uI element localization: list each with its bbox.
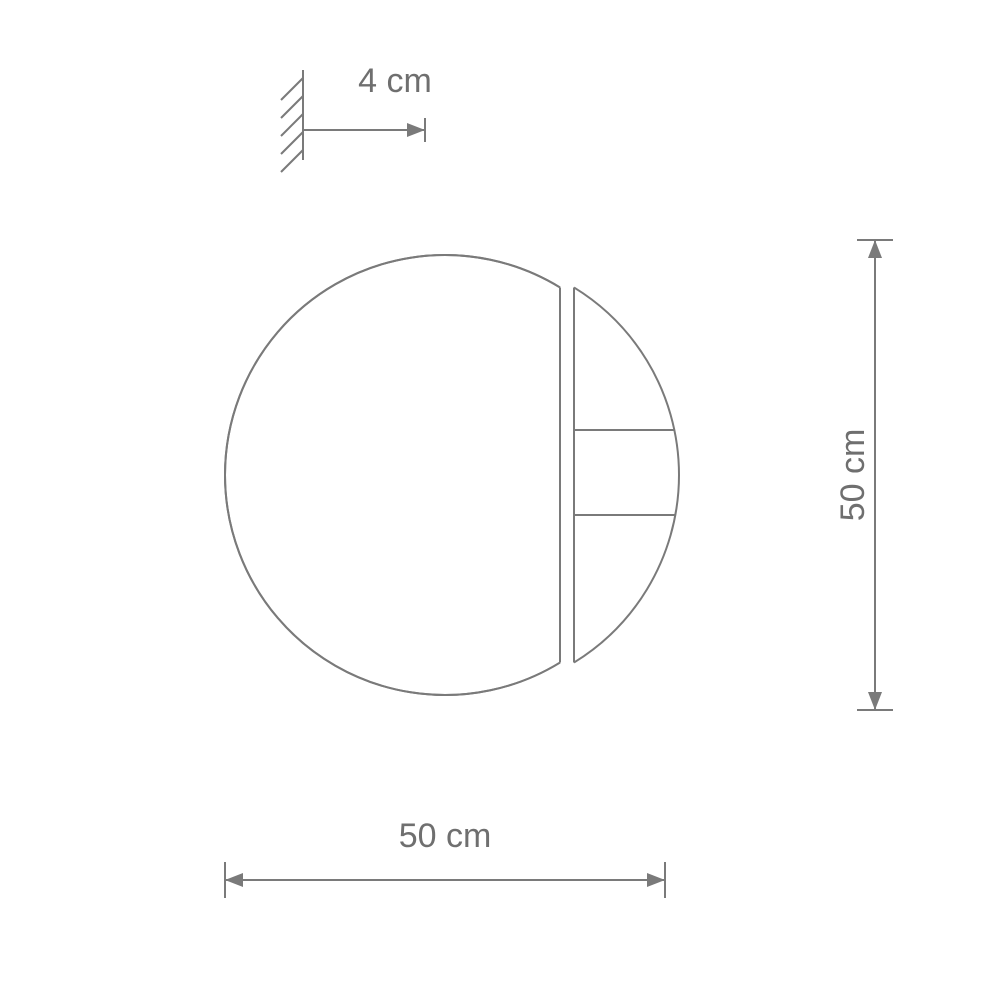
dimension-width: 50 cm [225, 817, 665, 898]
dimension-depth: 4 cm [281, 62, 432, 172]
fixture-front-slice [574, 287, 679, 662]
dimension-height: 50 cm [834, 240, 893, 710]
dimension-width-label: 50 cm [399, 817, 492, 855]
dimension-depth-label: 4 cm [358, 62, 432, 100]
fixture-main-body [225, 255, 560, 695]
dimension-height-label: 50 cm [834, 429, 872, 522]
